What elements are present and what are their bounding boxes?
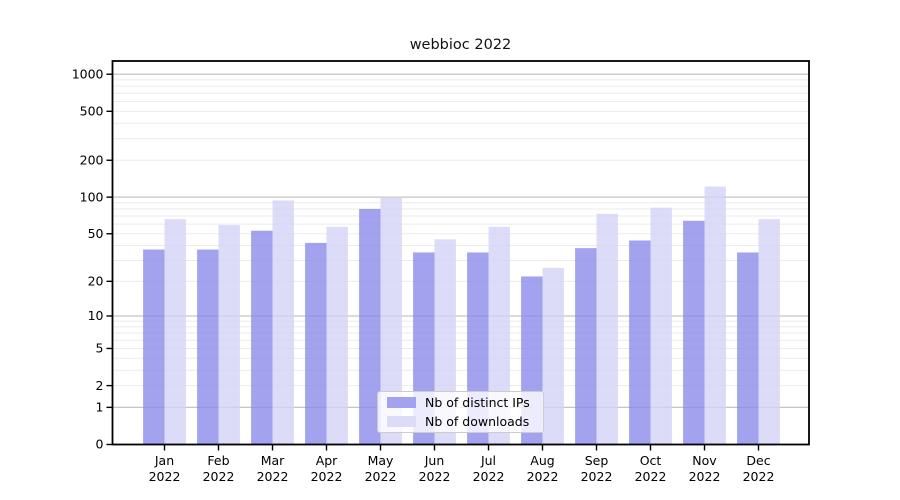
x-tick-label-month: Jul [480,453,496,468]
bar-distinct-ips-jan [143,249,165,445]
x-tick-label-year: 2022 [581,469,613,484]
x-tick-label-month: Jun [424,453,445,468]
x-tick-label-month: Oct [640,453,662,468]
y-tick-label: 20 [88,274,104,289]
legend-label-downloads: Nb of downloads [425,414,530,429]
y-tick-label: 200 [80,152,104,167]
x-tick-label-year: 2022 [419,469,451,484]
x-tick-label-month: Jan [154,453,174,468]
bar-distinct-ips-oct [629,240,651,445]
bar-downloads-apr [326,226,348,445]
y-tick-label: 5 [96,341,104,356]
x-tick-label-year: 2022 [365,469,397,484]
bar-distinct-ips-apr [305,242,327,445]
chart-title: webbioc 2022 [409,37,512,53]
bar-downloads-jan [164,219,186,445]
legend-label-distinct-ips: Nb of distinct IPs [425,395,530,410]
x-tick-label-year: 2022 [311,469,343,484]
x-tick-label-month: Apr [316,453,338,468]
y-tick-label: 50 [88,226,104,241]
y-tick-label: 1000 [72,66,104,81]
bar-downloads-mar [272,200,294,445]
bar-distinct-ips-sep [575,248,597,445]
x-tick-label-year: 2022 [473,469,505,484]
x-tick-label-month: Mar [261,453,285,468]
y-tick-label: 2 [96,378,104,393]
x-tick-label-year: 2022 [743,469,775,484]
x-tick-label-year: 2022 [203,469,235,484]
x-tick-label-month: Feb [207,453,229,468]
bar-downloads-nov [704,186,726,445]
plot-frame [111,60,810,446]
bar-downloads-jul [488,226,510,445]
legend-item-distinct-ips: Nb of distinct IPs [387,395,533,410]
x-tick-label-year: 2022 [149,469,181,484]
bar-downloads-sep [596,213,618,445]
bar-distinct-ips-mar [251,230,273,445]
y-tick-label: 0 [96,437,104,452]
bar-downloads-aug [542,267,564,445]
bar-distinct-ips-feb [197,249,219,445]
x-tick-label-year: 2022 [527,469,559,484]
y-tick-label: 1 [96,400,104,415]
legend-swatch-downloads-icon [387,416,416,427]
bar-distinct-ips-dec [737,252,759,445]
y-tick-label: 10 [88,308,104,323]
y-tick-label: 500 [80,104,104,119]
bar-distinct-ips-may [359,208,381,445]
bar-distinct-ips-nov [683,220,705,445]
legend: Nb of distinct IPs Nb of downloads [377,391,544,433]
x-tick-label-month: May [368,453,394,468]
x-tick-label-month: Dec [746,453,770,468]
x-tick-label-month: Nov [692,453,717,468]
legend-swatch-distinct-ips-icon [387,397,416,408]
bar-downloads-feb [218,225,240,445]
y-tick-label: 100 [80,189,104,204]
x-tick-label-year: 2022 [257,469,289,484]
x-tick-label-year: 2022 [635,469,667,484]
legend-item-downloads: Nb of downloads [387,414,533,429]
bar-downloads-oct [650,207,672,445]
x-tick-label-year: 2022 [689,469,721,484]
x-tick-label-month: Sep [585,453,609,468]
bar-downloads-may [380,197,402,445]
bar-downloads-dec [758,219,780,445]
x-tick-label-month: Aug [530,453,554,468]
